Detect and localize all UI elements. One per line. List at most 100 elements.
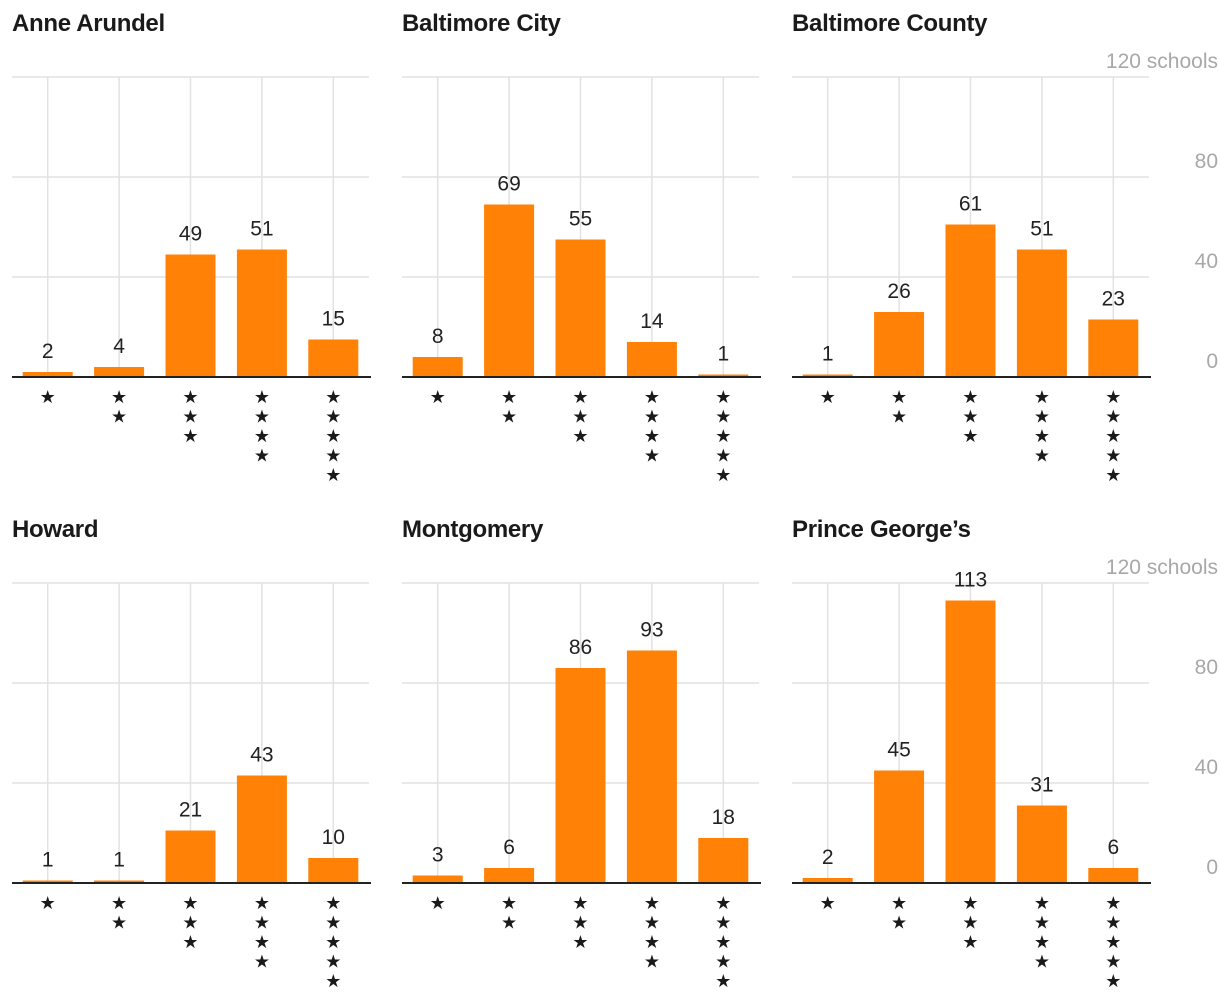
- x-tick-label: ★ ★ ★ ★ ★: [715, 893, 731, 992]
- bar: [22, 372, 73, 377]
- bar-value-label: 93: [640, 619, 663, 642]
- x-tick-label: ★ ★ ★ ★ ★: [325, 387, 341, 486]
- bar: [626, 342, 677, 377]
- bar-value-label: 14: [640, 310, 664, 333]
- x-tick-label: ★ ★: [891, 387, 907, 428]
- y-tick-label: 80: [1195, 656, 1218, 679]
- bar: [1016, 805, 1067, 883]
- bar-value-label: 31: [1030, 774, 1053, 797]
- chart-panel-prince-georges: Prince George’s 0 40 80 120 schools 2 45 113 31…: [792, 506, 1218, 1006]
- x-tick-label: ★ ★ ★: [962, 893, 978, 953]
- bar: [484, 204, 535, 377]
- bar: [308, 858, 359, 883]
- bar-value-label: 23: [1102, 288, 1125, 311]
- x-tick-label: ★ ★: [111, 387, 127, 428]
- x-tick-label: ★ ★ ★ ★: [254, 387, 270, 467]
- x-tick-label: ★ ★ ★ ★: [1034, 387, 1050, 467]
- x-tick-label: ★ ★: [891, 893, 907, 934]
- x-tick-label: ★ ★ ★ ★: [644, 387, 660, 467]
- y-tick-label: 120 schools: [1106, 556, 1218, 579]
- chart-panel-baltimore-county: Baltimore County 0 40 80 120 schools 1 26 61 51…: [792, 0, 1218, 500]
- x-tick-label: ★ ★ ★ ★: [644, 893, 660, 973]
- bar-value-label: 26: [887, 280, 910, 303]
- bar: [308, 339, 359, 377]
- bar: [698, 374, 749, 377]
- bar-value-label: 6: [1107, 836, 1119, 859]
- bar: [22, 880, 73, 883]
- panel-title: Prince George’s: [792, 516, 971, 543]
- chart-panel-montgomery: Montgomery 3 6 86 93 18 ★ ★ ★ ★ ★ ★ ★ ★ ★ ★ ★ ★ ★ ★ ★: [402, 506, 802, 1006]
- bar-value-label: 61: [959, 193, 982, 216]
- bar: [165, 254, 216, 377]
- bar-value-label: 4: [113, 335, 125, 358]
- bar-value-label: 43: [250, 744, 273, 767]
- bar-value-label: 2: [42, 340, 54, 363]
- x-tick-label: ★: [430, 387, 446, 408]
- x-tick-label: ★ ★: [501, 387, 517, 428]
- bar-value-label: 18: [712, 806, 735, 829]
- bar-value-label: 113: [954, 569, 987, 592]
- bar-value-label: 55: [569, 208, 592, 231]
- y-tick-label: 120 schools: [1106, 50, 1218, 73]
- y-tick-label: 0: [1206, 350, 1218, 373]
- x-tick-label: ★ ★ ★: [182, 893, 198, 953]
- bar-value-label: 1: [717, 343, 729, 366]
- panel-title: Montgomery: [402, 516, 544, 543]
- bar-value-label: 86: [569, 636, 592, 659]
- bar: [698, 838, 749, 883]
- bar-value-label: 45: [887, 739, 910, 762]
- x-tick-label: ★ ★ ★ ★ ★: [325, 893, 341, 992]
- bar: [555, 239, 606, 377]
- x-tick-label: ★: [40, 387, 56, 408]
- bar: [484, 868, 535, 883]
- bar: [874, 770, 925, 883]
- panel-title: Baltimore County: [792, 10, 988, 37]
- bar-value-label: 2: [822, 846, 834, 869]
- x-tick-label: ★ ★ ★ ★: [254, 893, 270, 973]
- x-tick-label: ★: [430, 893, 446, 914]
- x-tick-label: ★ ★ ★ ★: [1034, 893, 1050, 973]
- panel-title: Howard: [12, 516, 99, 543]
- x-tick-label: ★ ★ ★: [182, 387, 198, 447]
- y-tick-label: 40: [1195, 250, 1218, 273]
- bar: [236, 249, 287, 377]
- panel-title: Anne Arundel: [12, 10, 165, 37]
- bar: [945, 224, 996, 377]
- x-tick-label: ★ ★ ★ ★ ★: [715, 387, 731, 486]
- bar: [874, 312, 925, 377]
- bar-value-label: 10: [322, 826, 345, 849]
- chart-panel-howard: Howard 1 1 21 43 10 ★ ★ ★ ★ ★ ★ ★ ★ ★ ★ ★ ★ ★ ★ ★: [12, 506, 412, 1006]
- bar-value-label: 6: [503, 836, 515, 859]
- bar-value-label: 8: [432, 325, 444, 348]
- x-tick-label: ★: [820, 387, 836, 408]
- x-tick-label: ★ ★ ★: [962, 387, 978, 447]
- bar: [94, 880, 145, 883]
- bar: [945, 600, 996, 883]
- bar-value-label: 51: [250, 218, 273, 241]
- y-tick-label: 80: [1195, 150, 1218, 173]
- x-tick-label: ★: [820, 893, 836, 914]
- bar-value-label: 15: [322, 308, 345, 331]
- bar: [94, 367, 145, 377]
- bar: [802, 374, 853, 377]
- bar: [412, 357, 463, 377]
- bar: [1016, 249, 1067, 377]
- bar: [165, 830, 216, 883]
- x-tick-label: ★ ★: [111, 893, 127, 934]
- bar-value-label: 1: [42, 849, 54, 872]
- x-tick-label: ★ ★ ★ ★ ★: [1105, 893, 1121, 992]
- x-tick-label: ★ ★ ★: [572, 387, 588, 447]
- y-tick-label: 40: [1195, 756, 1218, 779]
- bar: [555, 668, 606, 883]
- bar: [802, 878, 853, 883]
- bar: [1088, 868, 1139, 883]
- x-tick-label: ★ ★ ★: [572, 893, 588, 953]
- panel-title: Baltimore City: [402, 10, 561, 37]
